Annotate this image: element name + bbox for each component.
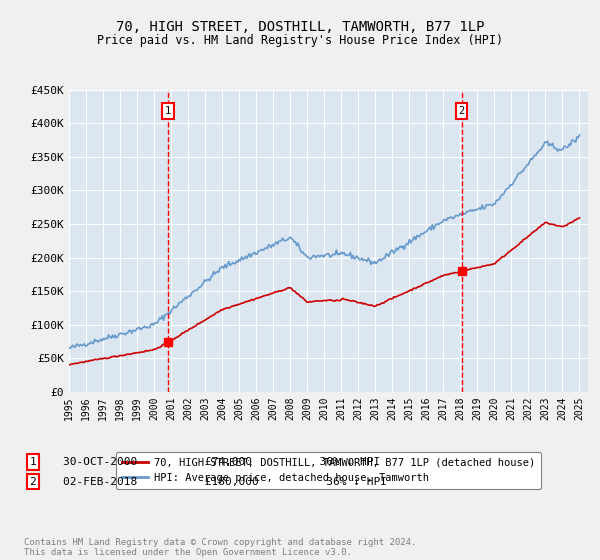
Legend: 70, HIGH STREET, DOSTHILL, TAMWORTH, B77 1LP (detached house), HPI: Average pric: 70, HIGH STREET, DOSTHILL, TAMWORTH, B77… bbox=[116, 452, 541, 489]
Text: 2: 2 bbox=[458, 106, 465, 116]
Text: 30-OCT-2000          £74,000          36% ↓ HPI: 30-OCT-2000 £74,000 36% ↓ HPI bbox=[63, 457, 380, 467]
Text: 2: 2 bbox=[29, 477, 37, 487]
Text: Contains HM Land Registry data © Crown copyright and database right 2024.
This d: Contains HM Land Registry data © Crown c… bbox=[24, 538, 416, 557]
Text: 70, HIGH STREET, DOSTHILL, TAMWORTH, B77 1LP: 70, HIGH STREET, DOSTHILL, TAMWORTH, B77… bbox=[116, 20, 484, 34]
Text: 1: 1 bbox=[29, 457, 37, 467]
Text: Price paid vs. HM Land Registry's House Price Index (HPI): Price paid vs. HM Land Registry's House … bbox=[97, 34, 503, 46]
Text: 1: 1 bbox=[165, 106, 172, 116]
Text: 02-FEB-2018          £180,000          36% ↓ HPI: 02-FEB-2018 £180,000 36% ↓ HPI bbox=[63, 477, 387, 487]
